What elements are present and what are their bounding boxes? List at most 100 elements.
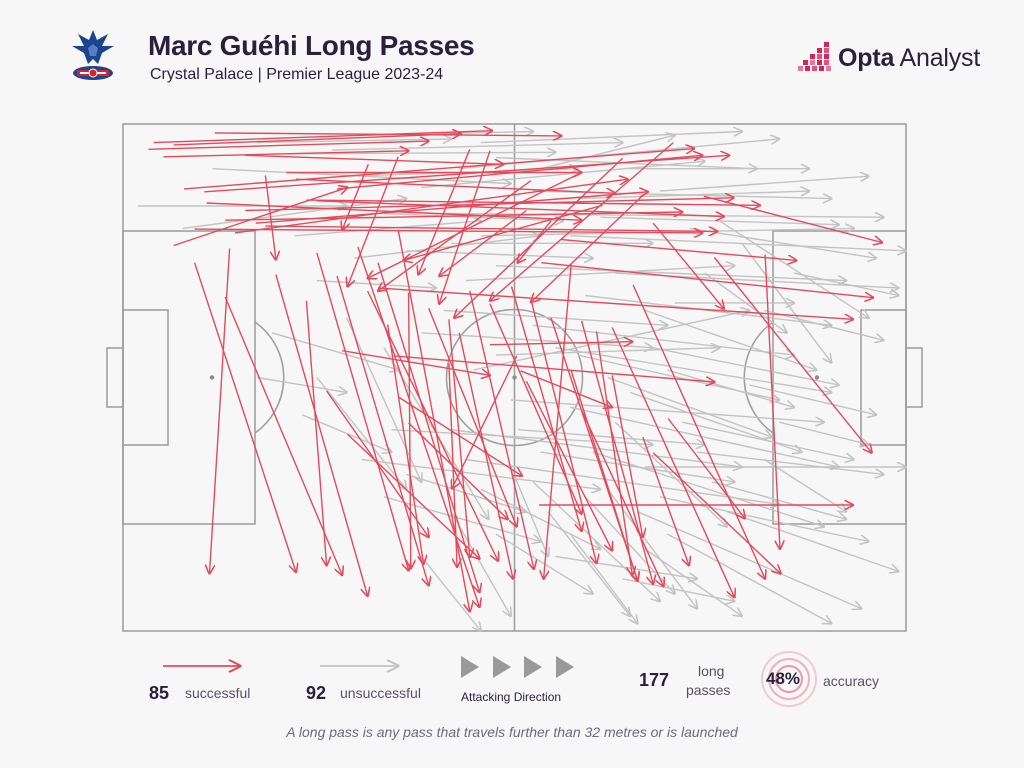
successful-pass-arrow [408,422,508,519]
successful-pass-arrow [518,220,552,263]
successful-pass-arrow [316,200,724,217]
unsuccessful-pass-arrow [316,377,407,490]
right-penalty-box [772,230,907,525]
successful-pass-arrow [184,149,694,190]
unsuccessful-pass-arrow [533,324,794,355]
successful-pass-arrow [397,396,522,476]
successful-pass-arrow [342,350,490,376]
unsuccessful-pass-arrow [458,139,780,170]
unsuccessful-pass-arrow [555,347,832,393]
unsuccessful-pass-arrow [495,348,720,356]
successful-pass-arrow [295,178,615,193]
successful-pass-arrow [316,252,409,571]
successful-pass-arrow [439,209,527,277]
successful-pass-arrow [652,452,781,574]
successful-pass-arrow [224,296,342,575]
unsuccessful-pass-arrow [301,414,392,452]
centre-spot [512,375,517,380]
unsuccessful-pass-arrow [287,152,555,154]
unsuccessful-label: unsuccessful [340,685,421,701]
successful-pass-arrow [347,433,480,559]
total-passes-label-1: long [698,663,725,679]
unsuccessful-pass-arrow [465,458,779,505]
unsuccessful-pass-arrow [406,250,592,258]
unsuccessful-pass-arrow [331,143,623,151]
right-goal [905,347,923,408]
successful-pass-arrow [225,212,682,221]
successful-pass-arrow [306,199,759,205]
successful-pass-arrow [580,320,654,584]
successful-pass-arrow [667,418,745,519]
successful-pass-arrow [305,300,326,566]
successful-pass-arrow [153,131,493,144]
successful-pass-arrow [348,156,399,287]
successful-pass-arrow [713,257,871,453]
unsuccessful-pass-arrow [547,511,630,616]
successful-pass-arrow [387,324,424,564]
successful-pass-arrow [193,262,296,572]
unsuccessful-pass-arrow [749,384,876,415]
unsuccessful-pass-arrow [644,309,817,370]
unsuccessful-pass-arrow [570,406,839,467]
unsuccessful-pass-arrow [584,496,675,594]
successful-pass-arrow [366,290,499,561]
brand-name: Opta Analyst [838,44,981,72]
successful-pass-arrow [397,229,470,612]
right-six-yard-box [860,309,907,446]
successful-pass-arrow [469,290,534,569]
accuracy-target-icon [761,651,817,707]
unsuccessful-pass-arrow [540,451,735,482]
successful-pass-arrow [611,327,734,598]
left-penalty-box [122,230,256,525]
legend [163,651,817,707]
unsuccessful-pass-arrow [436,214,883,218]
unsuccessful-pass-arrow [607,376,772,438]
successful-pass-arrow [275,274,368,596]
unsuccessful-pass-arrow [719,220,869,318]
successful-pass-arrow [393,355,715,382]
successful-pass-arrow [409,292,411,569]
successful-pass-arrow [561,238,797,261]
total-passes-count: 177 [639,670,670,690]
successful-pass-arrow [520,370,613,408]
unsuccessful-pass-arrow [592,451,824,526]
total-passes-label-2: passes [686,682,731,698]
left-penalty-spot [209,375,215,380]
unsuccessful-pass-arrow [316,279,436,288]
attacking-direction-icon [461,656,574,678]
unsuccessful-count: 92 [306,683,327,703]
successful-pass-arrow [326,390,429,537]
unsuccessful-pass-arrow [793,272,898,295]
unsuccessful-pass-arrow [637,511,862,609]
unsuccessful-pass-arrow [726,511,899,572]
successful-pass-arrow [214,133,562,136]
successful-pass-arrow [570,370,637,581]
successful-pass-arrow [428,307,517,526]
successful-pass-arrow [264,175,276,259]
unsuccessful-pass-arrow [779,421,869,444]
opta-analyst-logo-icon [798,42,831,71]
unsuccessful-pass-arrow [763,458,846,512]
left-six-yard-box [122,309,169,446]
successful-pass-arrow [403,204,603,260]
unsuccessful-pass-arrow [354,236,540,259]
unsuccessful-pass-arrow [257,376,347,393]
unsuccessful-pass-arrow [346,317,422,482]
successful-pass-arrow [173,134,461,146]
centre-circle [445,308,584,447]
successful-pass-arrow [448,319,470,557]
successful-pass-arrow [173,187,348,247]
club-crest-icon [72,30,114,80]
unsuccessful-pass-arrow [420,555,481,631]
unsuccessful-pass-arrow [532,481,660,601]
right-penalty-arc [743,321,774,434]
successful-pass-arrow [439,150,491,304]
successful-pass-arrow [510,286,582,532]
unsuccessful-pass-arrow [689,227,877,258]
successful-pass-arrow [632,284,765,579]
successful-label: successful [185,685,251,701]
unsuccessful-pass-arrow [570,235,906,251]
successful-pass-arrow [234,179,628,234]
left-goal [106,347,124,408]
unsuccessful-pass-arrow [361,458,601,490]
